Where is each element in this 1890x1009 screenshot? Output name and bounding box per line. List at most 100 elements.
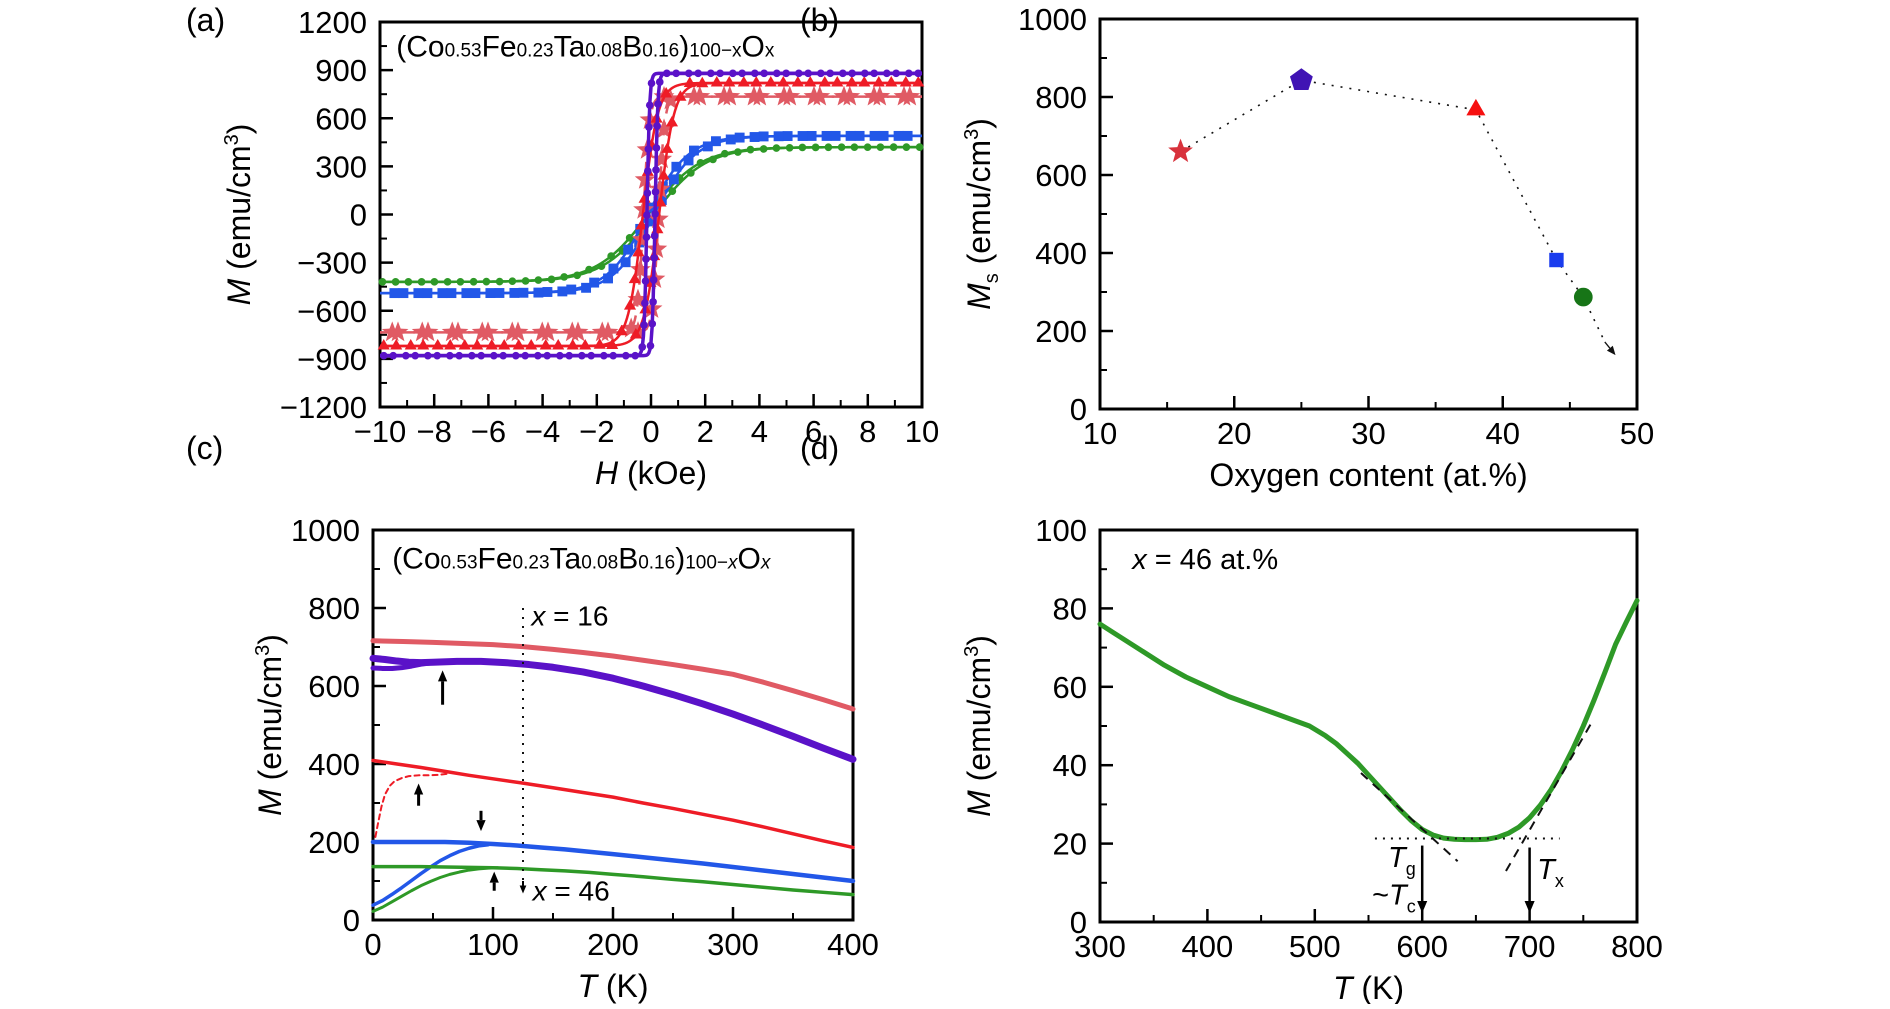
panel-a-title-run: 100−x <box>689 40 742 61</box>
panel-d-annotation-run: T <box>1537 854 1557 886</box>
panel-c-series-x-46-zfc-curve <box>371 866 500 913</box>
panel-d-x-axis-label-run: (K) <box>1353 970 1405 1004</box>
panel-a-series-x-16-marker <box>447 321 469 342</box>
panel-a-series-x-25-marker <box>600 351 608 360</box>
panel-c-title-run: 100− <box>685 552 728 573</box>
panel-c-y-tick-label-run: 800 <box>308 591 360 626</box>
panel-a-series-x-38-marker <box>845 75 858 87</box>
panel-a-series-x-25-marker <box>650 254 659 262</box>
panel-b-x-axis-label: Oxygen content (at.%) <box>1209 457 1527 493</box>
panel-d-y-tick-label: 0 <box>1070 905 1087 940</box>
panel-d-y-axis-label: M (emu/cm3) <box>961 635 997 817</box>
panel-a-series-x-25-marker <box>662 69 671 78</box>
panel-a-series-x-25-marker <box>578 351 586 360</box>
panel-b-y-tick-label: 0 <box>1070 392 1087 427</box>
panel-d-annotation: x = 46 at.% <box>1130 544 1278 576</box>
panel-b-x-tick-label: 40 <box>1486 416 1520 451</box>
panel-b-box <box>1098 17 1639 411</box>
panel-a-series-x-46-marker <box>785 143 794 152</box>
panel-a-title-run: x <box>765 40 775 61</box>
panel-c-y-tick-label-run: 0 <box>343 903 360 938</box>
panel-d-y-axis-label-run: ) <box>961 635 997 646</box>
panel-a-series-x-38-marker <box>628 272 641 284</box>
panel-a-series-x-46-marker <box>696 158 705 167</box>
panel-a-series-x-38-marker <box>498 339 511 350</box>
panel-a-series-x-38-marker <box>593 338 606 349</box>
panel-d-letter-run: (d) <box>800 430 839 466</box>
panel-a-series-x-38-marker <box>606 338 619 350</box>
panel-d-x-tick-label: 700 <box>1504 929 1556 964</box>
panel-a-series-x-16-marker <box>899 85 921 106</box>
panel-d-letter: (d) <box>800 430 839 466</box>
panel-c-title-run: x <box>760 552 772 573</box>
panel-a-series-x-44-marker <box>603 273 613 284</box>
panel-c-annotation-run: x <box>531 876 548 907</box>
panel-d-x-axis-label-run: T <box>1333 970 1355 1004</box>
panel-a-series-x-25-marker <box>643 189 652 197</box>
panel-c-x-tick-label-run: 100 <box>467 927 519 962</box>
panel-a-series-x-46-marker <box>495 277 504 286</box>
panel-a-series-x-25-marker <box>446 351 454 360</box>
panel-a-series-x-46-marker <box>585 265 593 274</box>
panel-a-series-x-38-marker <box>665 115 679 127</box>
panel-a-series-x-25-marker <box>534 351 542 360</box>
panel-b-x-tick-label: 50 <box>1620 416 1654 451</box>
panel-c-title: (Co0.53Fe0.23Ta0.08B0.16)100−xOx <box>392 542 772 575</box>
panel-a-series-x-38-marker <box>750 75 763 87</box>
panel-a-series-x-25-marker <box>389 351 398 360</box>
panel-a-series-x-38-marker <box>579 339 592 350</box>
panel-d-annotation-run: x <box>1555 871 1564 891</box>
panel-a-series-x-44-marker <box>608 263 619 274</box>
panel-a-series-x-16-marker <box>809 85 831 106</box>
panel-a-series-x-46-marker <box>759 145 768 153</box>
panel-a-series-x-38-marker <box>858 75 871 87</box>
panel-a-series-x-38-marker <box>623 299 637 310</box>
panel-a-series-x-46-marker <box>417 278 426 286</box>
panel-a-series-x-46-marker <box>837 143 846 152</box>
panel-a-title-run: 0.53 <box>445 40 482 61</box>
panel-a-series-x-46-marker <box>607 252 615 260</box>
panel-a-x-tick-label-run: 10 <box>905 414 939 449</box>
panel-a-series-x-25-marker <box>804 69 812 78</box>
panel-a-series-x-44-marker <box>893 130 904 141</box>
panel-a-series-x-25-marker <box>609 351 618 360</box>
panel-a-series-x-38-marker <box>710 75 723 87</box>
panel-a-series-x-25-marker <box>860 69 869 78</box>
panel-a-series-x-16-marker <box>597 321 619 342</box>
panel-b-y-axis-label-run: (emu/cm <box>961 140 997 273</box>
panel-a-series-x-46-marker <box>772 144 781 152</box>
panel-a-y-axis-label-run: 3 <box>221 134 243 145</box>
panel-a-series-x-44-marker <box>821 130 832 141</box>
panel-a-series-x-44-marker <box>758 131 769 142</box>
panel-a-y-tick-label: 900 <box>315 53 367 88</box>
panel-c-series-x-44-zfc-curve <box>371 842 490 907</box>
panel-a-series-x-25-marker <box>641 299 649 307</box>
panel-c-y-axis-label-run: (emu/cm <box>252 656 288 789</box>
panel-a-series-x-16-marker <box>649 178 671 199</box>
panel-a-series-x-25-marker <box>904 69 913 78</box>
panel-a-x-axis-label-run: (kOe) <box>618 455 707 491</box>
panel-a-x-tick-label: 2 <box>697 414 714 449</box>
panel-a-series-x-46-marker <box>876 143 885 151</box>
panel-a-series-x-25-marker <box>892 69 900 78</box>
panel-a-series-x-44-marker <box>854 130 865 141</box>
panel-a-x-axis-label: H (kOe) <box>595 455 707 491</box>
panel-b-x-tick-label: 20 <box>1217 416 1251 451</box>
panel-a-series-x-25-marker <box>402 351 410 360</box>
panel-a-series-x-16-marker <box>869 85 891 106</box>
panel-a-series-x-44-marker <box>413 288 424 299</box>
panel-a-series-x-44-marker <box>398 288 409 299</box>
panel-b-x-tick-label-run: 20 <box>1217 416 1251 451</box>
panel-a-series-x-44-marker <box>422 288 433 299</box>
panel-a-series-x-44-marker <box>557 286 568 297</box>
panel-a-series-x-44-curve <box>379 134 923 295</box>
panel-d-y-tick-label-run: 60 <box>1053 670 1087 705</box>
panel-a-series-x-44-marker <box>702 141 713 152</box>
panel-c-x-tick-label-run: 300 <box>707 927 759 962</box>
panel-b-y-tick-label: 1000 <box>1018 2 1087 37</box>
panel-a-x-tick-label-run: 8 <box>859 414 876 449</box>
panel-a-series-x-25-marker <box>645 101 654 109</box>
panel-a-x-tick-label-run: 4 <box>751 414 768 449</box>
panel-b-y-tick-label: 400 <box>1035 236 1087 271</box>
panel-c-x-axis-label-run: (K) <box>597 968 649 1004</box>
